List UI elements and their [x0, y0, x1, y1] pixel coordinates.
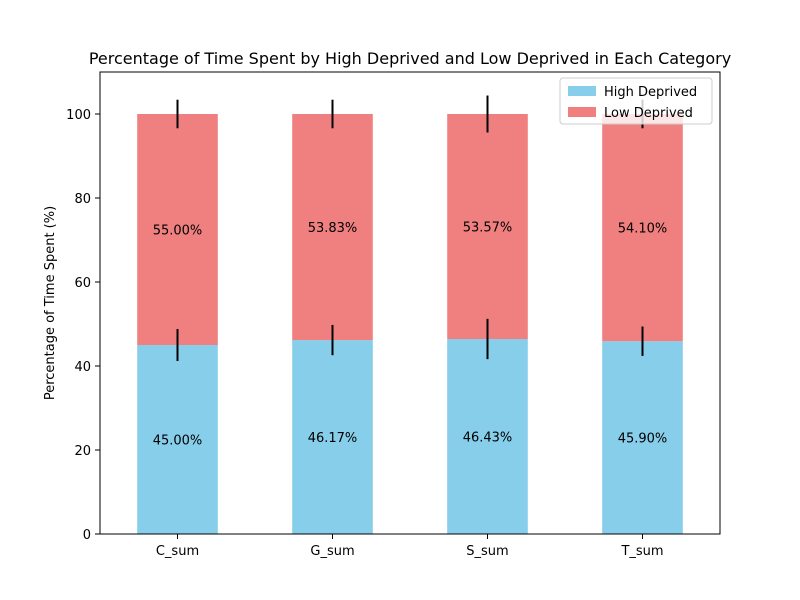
data-label: 45.90%: [618, 432, 668, 447]
legend-label: High Deprived: [604, 85, 697, 100]
y-tick-label: 100: [66, 108, 91, 123]
value-labels-group: 45.00% 55.00% 46.17% 53.83% 46.43% 53.57% 45.9…: [153, 220, 668, 448]
legend-swatch: [568, 86, 596, 96]
plot-frame: [99, 71, 721, 535]
data-label: 53.83%: [308, 221, 358, 236]
axes-group: [99, 71, 721, 535]
bar-S_sum-high: [447, 338, 528, 534]
bars-group: [137, 114, 683, 534]
data-label: 45.00%: [153, 434, 203, 449]
x-tick-label: C_sum: [156, 544, 199, 559]
bar-T_sum-low: [602, 114, 683, 342]
y-tick-label: 60: [74, 276, 91, 291]
x-tick-label: S_sum: [466, 544, 508, 559]
legend-label: Low Deprived: [604, 106, 693, 121]
data-label: 53.57%: [463, 220, 513, 235]
x-tick-label: G_sum: [310, 544, 354, 559]
y-ticks-group: 0 20 40 60 80 100: [66, 108, 100, 543]
chart-title: Percentage of Time Spent by High Deprive…: [89, 49, 731, 68]
bar-T_sum-high: [602, 341, 683, 534]
bar-G_sum-low: [292, 114, 373, 341]
legend-swatch: [568, 107, 596, 117]
y-axis-label: Percentage of Time Spent (%): [43, 206, 58, 400]
data-label: 46.17%: [308, 431, 358, 446]
bar-C_sum-low: [137, 114, 218, 345]
y-tick-label: 0: [83, 528, 91, 543]
y-tick-label: 40: [74, 360, 91, 375]
bar-S_sum-low: [447, 114, 528, 339]
legend-box: [559, 77, 713, 125]
bar-G_sum-high: [292, 340, 373, 534]
bar-C_sum-high: [137, 345, 218, 534]
data-label: 46.43%: [463, 430, 513, 445]
y-tick-label: 20: [74, 444, 91, 459]
x-tick-label: T_sum: [620, 544, 663, 559]
data-label: 54.10%: [618, 222, 668, 237]
y-tick-label: 80: [74, 192, 91, 207]
error-bars-group: [176, 95, 644, 361]
x-ticks-group: C_sum G_sum S_sum T_sum: [156, 534, 664, 559]
legend: High Deprived Low Deprived: [559, 77, 713, 125]
data-label: 55.00%: [153, 224, 203, 239]
